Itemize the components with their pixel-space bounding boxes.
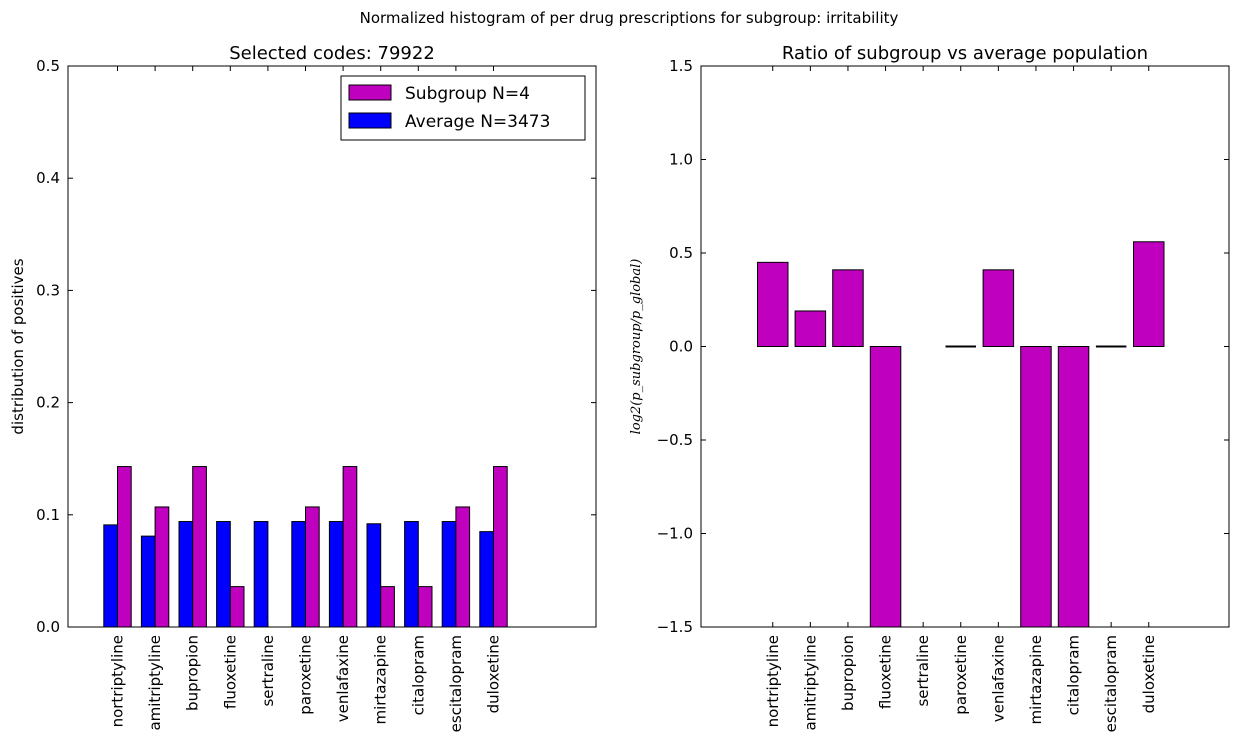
chart-title: Selected codes: 79922 xyxy=(229,43,435,64)
x-tick-label: sertraline xyxy=(914,635,932,707)
y-tick-label: 0.5 xyxy=(669,244,693,262)
bar-subgroup xyxy=(192,466,207,628)
ratio-chart: −1.5 −1.0 −0.5 0.0 0.5 1.0 1.5 Ratio of subgrou… xyxy=(629,43,1230,732)
bar-subgroup xyxy=(455,506,471,628)
x-tick-label: fluoxetine xyxy=(221,635,239,709)
x-tick-label: amitriptyline xyxy=(146,635,164,731)
y-tick-label: 0.2 xyxy=(36,394,60,412)
ratio-bar xyxy=(1020,346,1052,628)
bar-average xyxy=(479,531,494,628)
y-axis-label: log2(p_subgroup/p_global) xyxy=(629,259,644,435)
bar-average xyxy=(216,521,231,628)
x-tick-label: nortriptyline xyxy=(109,635,127,727)
x-tick-label: sertraline xyxy=(259,635,277,707)
ratio-bar xyxy=(757,261,789,348)
y-tick-label: −0.5 xyxy=(657,431,693,449)
legend-label: Subgroup N=4 xyxy=(405,84,530,104)
ratio-bar xyxy=(982,269,1015,347)
bar-average xyxy=(366,523,382,628)
y-tick-label: 1.0 xyxy=(669,151,693,169)
x-tick-label: fluoxetine xyxy=(877,635,895,709)
x-tick-label: citalopram xyxy=(409,635,427,715)
y-tick-label: 0.0 xyxy=(669,338,693,356)
y-tick-label: 0.3 xyxy=(36,281,60,299)
bar-subgroup xyxy=(154,506,170,628)
x-tick-label: duloxetine xyxy=(485,635,503,713)
x-tick-label: bupropion xyxy=(184,635,202,711)
y-tick-label: 1.5 xyxy=(669,57,693,75)
x-tick-label: escitalopram xyxy=(1102,635,1120,732)
bar-average xyxy=(328,521,344,628)
x-tick-label: venlafaxine xyxy=(334,635,352,722)
ratio-bar xyxy=(1133,241,1165,347)
bar-subgroup xyxy=(117,466,132,628)
y-tick-label: 0.4 xyxy=(36,169,60,187)
x-tick-label: venlafaxine xyxy=(989,635,1007,722)
legend-swatch xyxy=(348,84,392,101)
bar-subgroup xyxy=(342,466,358,628)
x-tick-label: amitriptyline xyxy=(801,635,819,731)
bar-average xyxy=(253,521,269,628)
bar-average xyxy=(441,521,457,628)
bar-subgroup xyxy=(380,586,395,628)
bar-average xyxy=(140,535,156,628)
bar-average xyxy=(404,521,419,628)
x-tick-label: paroxetine xyxy=(297,635,315,715)
y-tick-label: 0.5 xyxy=(36,57,60,75)
distribution-chart: 0.0 0.1 0.2 0.3 0.4 0.5 Selected codes: 79922 n… xyxy=(9,43,597,732)
bar-subgroup xyxy=(417,586,433,628)
ratio-bar xyxy=(794,310,827,347)
bar-subgroup xyxy=(305,506,320,628)
bar-average xyxy=(178,521,194,628)
x-tick-label: citalopram xyxy=(1065,635,1083,715)
x-tick-label: escitalopram xyxy=(447,635,465,732)
x-tick-label: bupropion xyxy=(839,635,857,711)
ratio-bar xyxy=(832,269,864,347)
y-tick-label: 0.0 xyxy=(36,618,60,636)
figure-suptitle: Normalized histogram of per drug prescri… xyxy=(360,9,899,27)
bar-subgroup xyxy=(493,466,508,628)
bar-subgroup xyxy=(229,586,245,628)
y-tick-label: −1.0 xyxy=(657,525,693,543)
legend: Subgroup N=4 Average N=3473 xyxy=(340,75,586,141)
bar-average xyxy=(103,524,119,628)
y-tick-label: −1.5 xyxy=(657,618,693,636)
bar-average xyxy=(291,521,306,628)
legend-label: Average N=3473 xyxy=(405,112,550,132)
x-tick-label: paroxetine xyxy=(952,635,970,715)
legend-swatch xyxy=(348,112,392,129)
chart-title: Ratio of subgroup vs average population xyxy=(782,43,1148,64)
y-tick-label: 0.1 xyxy=(36,506,60,524)
x-tick-label: nortriptyline xyxy=(764,635,782,727)
x-tick-label: mirtazapine xyxy=(1027,635,1045,725)
y-axis-label: distribution of positives xyxy=(9,258,27,434)
x-tick-label: duloxetine xyxy=(1140,635,1158,713)
ratio-bar xyxy=(869,346,902,628)
ratio-bar xyxy=(1057,346,1090,628)
x-tick-label: mirtazapine xyxy=(372,635,390,725)
